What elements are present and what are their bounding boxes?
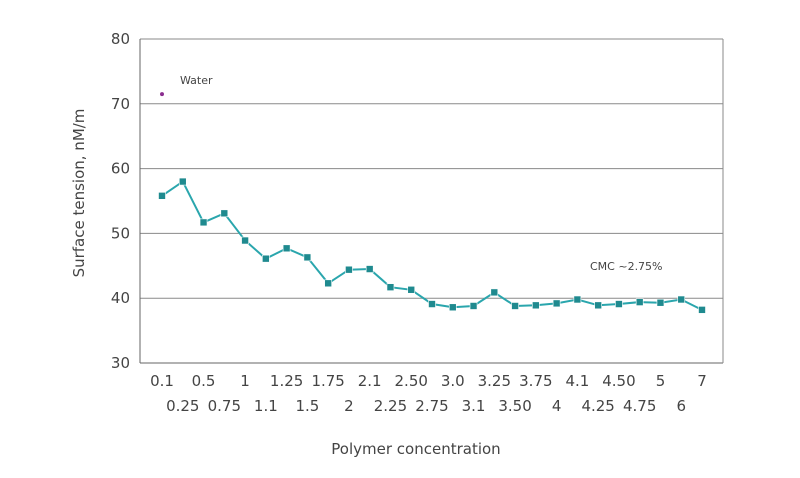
data-point: [178, 177, 187, 186]
data-point: [698, 306, 706, 314]
axes: [139, 39, 724, 364]
x-tick-label: 2.75: [415, 397, 448, 415]
data-point: [448, 303, 457, 312]
y-tick-labels: 30 40 50 60 70 80: [111, 30, 130, 372]
x-tick-label: 0.25: [166, 397, 199, 415]
data-point: [469, 302, 478, 310]
data-point: [532, 301, 540, 310]
data-point: [428, 300, 436, 308]
data-point: [262, 254, 270, 263]
x-tick-label: 0.75: [208, 397, 241, 415]
x-tick-label: 0.1: [150, 372, 174, 390]
x-tick-label: 2: [344, 397, 354, 415]
data-point: [324, 279, 332, 288]
cmc-annotation: CMC ~2.75%: [590, 260, 663, 273]
x-tick-label: 1.5: [295, 397, 319, 415]
data-point: [386, 283, 395, 291]
x-tick-label: 3.25: [478, 372, 511, 390]
data-point: [158, 192, 166, 200]
data-point: [511, 302, 519, 310]
x-tick-label: 1: [240, 372, 250, 390]
x-tick-label: 4.75: [623, 397, 656, 415]
x-tick-label: 3.75: [519, 372, 552, 390]
x-tick-label: 2.25: [374, 397, 407, 415]
x-tick-label: 4.50: [602, 372, 635, 390]
data-point: [407, 285, 416, 294]
data-point: [635, 298, 644, 306]
data-point: [615, 300, 623, 308]
data-point: [552, 299, 561, 308]
x-tick-label: 0.5: [192, 372, 216, 390]
data-point: [573, 295, 582, 304]
y-tick-label: 70: [111, 95, 130, 113]
water-point: [160, 92, 164, 97]
x-tick-label: 1.25: [270, 372, 303, 390]
x-axis-title: Polymer concentration: [331, 440, 500, 458]
x-tick-label: 2.1: [358, 372, 382, 390]
x-tick-label: 1.1: [254, 397, 278, 415]
data-point: [677, 295, 686, 304]
water-label: Water: [180, 74, 213, 87]
data-point: [365, 265, 374, 273]
x-tick-label: 4: [552, 397, 562, 415]
annotations: Water CMC ~2.75%: [160, 74, 663, 273]
y-axis-title: Surface tension, nM/m: [70, 109, 88, 278]
x-tick-label: 3.0: [441, 372, 465, 390]
data-point: [303, 253, 312, 262]
series-layer: [158, 177, 706, 314]
y-tick-label: 30: [111, 354, 130, 372]
x-tick-label: 3.1: [462, 397, 486, 415]
data-point: [241, 236, 249, 245]
data-point: [282, 244, 291, 253]
x-tick-label: 4.25: [581, 397, 614, 415]
x-tick-label: 7: [697, 372, 707, 390]
series-line: [161, 180, 703, 311]
data-point: [345, 265, 353, 274]
data-point: [490, 288, 499, 297]
y-tick-label: 60: [111, 160, 130, 178]
data-point: [199, 218, 208, 227]
x-tick-label: 6: [676, 397, 686, 415]
data-point: [594, 301, 602, 310]
x-tick-label: 4.1: [565, 372, 589, 390]
x-tick-label: 3.50: [498, 397, 531, 415]
data-point: [656, 298, 665, 307]
x-tick-label: 5: [656, 372, 666, 390]
x-tick-label: 2.50: [395, 372, 428, 390]
y-tick-label: 50: [111, 224, 130, 242]
y-tick-label: 80: [111, 30, 130, 48]
x-tick-label: 1.75: [311, 372, 344, 390]
data-point: [220, 209, 229, 218]
grid-lines: [140, 38, 723, 364]
y-tick-label: 40: [111, 289, 130, 307]
